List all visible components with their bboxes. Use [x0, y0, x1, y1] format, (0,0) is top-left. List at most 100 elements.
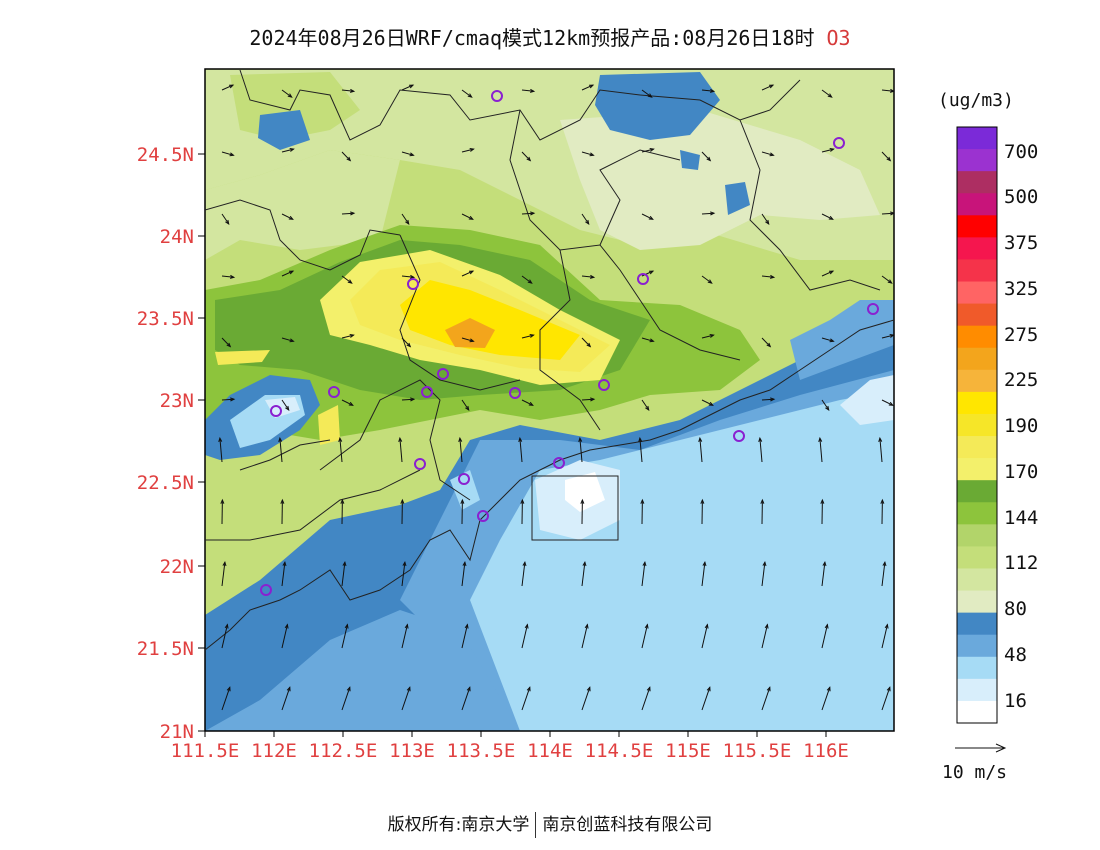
station-marker	[867, 303, 879, 315]
station-marker	[509, 387, 521, 399]
wind-arrow	[281, 337, 294, 342]
station-marker	[458, 473, 470, 485]
wind-arrow-head	[349, 88, 356, 93]
wind-arrow	[881, 562, 886, 587]
wind-arrow	[401, 398, 415, 401]
wind-arrow	[521, 89, 534, 92]
wind-arrow-head	[764, 623, 769, 629]
wind-arrow	[281, 562, 286, 587]
wind-arrow-head	[289, 338, 295, 343]
wind-arrow-head	[520, 498, 525, 504]
wind-arrow-head	[464, 623, 469, 629]
wind-arrow	[521, 275, 532, 284]
wind-arrow-head	[706, 686, 711, 692]
copyright-text: 版权所有:南京大学	[387, 815, 530, 835]
wind-arrow-head	[645, 405, 650, 411]
wind-arrow-head	[518, 436, 523, 443]
wind-arrow	[641, 624, 648, 649]
wind-arrow-head	[758, 436, 763, 443]
legend-label: 325	[1004, 278, 1039, 300]
wind-arrow	[459, 438, 463, 463]
wind-arrow-head	[768, 84, 775, 89]
wind-arrow-head	[638, 436, 643, 443]
wind-arrow-head	[465, 405, 470, 411]
station-marker	[491, 90, 503, 102]
wind-arrow-head	[529, 334, 535, 338]
wind-arrow-head	[404, 623, 409, 629]
wind-arrow-head	[646, 686, 651, 692]
wind-arrow-head	[406, 342, 412, 348]
wind-arrow-head	[886, 156, 892, 162]
lon-label: 113E	[389, 740, 435, 762]
wind-arrow	[281, 399, 290, 411]
lat-label: 22.5N	[137, 472, 194, 494]
wind-arrow	[761, 687, 771, 711]
legend-swatch	[957, 347, 997, 371]
wind-arrow-head	[588, 84, 595, 89]
wind-arrow	[221, 275, 234, 278]
wind-arrow-head	[826, 686, 831, 692]
wind-arrow	[341, 89, 354, 92]
footer: 版权所有:南京大学 南京创蓝科技有限公司	[0, 810, 1100, 838]
lat-label: 21.5N	[137, 638, 194, 660]
station-marker	[407, 278, 419, 290]
wind-arrow	[641, 148, 654, 153]
wind-arrow	[761, 624, 768, 649]
station-marker	[477, 510, 489, 522]
wind-arrow	[819, 438, 823, 463]
legend-swatch	[957, 413, 997, 437]
wind-scale-label: 10 m/s	[942, 762, 1008, 783]
wind-arrow-head	[880, 498, 885, 504]
wind-arrow-head	[878, 436, 883, 443]
lat-label: 24N	[160, 226, 194, 248]
station-marker	[637, 273, 649, 285]
wind-arrow	[281, 270, 294, 277]
legend-swatch	[957, 436, 997, 459]
station-marker	[421, 386, 433, 398]
legend-unit: (ug/m3)	[938, 90, 1014, 111]
wind-arrow-head	[400, 498, 405, 504]
wind-arrow	[401, 337, 411, 347]
wind-arrow-head	[286, 686, 291, 692]
legend-label: 16	[1004, 690, 1027, 712]
wind-arrow-head	[526, 156, 532, 162]
wind-arrow-head	[226, 342, 232, 348]
wind-arrow-head	[406, 686, 411, 692]
wind-arrow-head	[829, 148, 835, 152]
wind-arrow-head	[460, 498, 465, 504]
wind-arrow-head	[702, 560, 707, 567]
lat-label: 24.5N	[137, 144, 194, 166]
wind-arrow	[461, 624, 468, 649]
wind-arrow-head	[278, 436, 283, 443]
wind-arrow-head	[220, 498, 225, 504]
wind-arrow	[821, 562, 826, 587]
station-marker	[414, 458, 426, 470]
wind-arrow-head	[282, 560, 287, 567]
wind-arrow-head	[770, 397, 776, 402]
wind-arrow	[341, 687, 351, 711]
wind-arrow-head	[462, 560, 467, 567]
wind-arrow	[761, 275, 774, 278]
wind-arrow-head	[708, 401, 714, 406]
legend-swatch	[957, 149, 997, 172]
wind-arrow	[221, 84, 234, 91]
wind-arrow-head	[704, 623, 709, 629]
lat-label: 22N	[160, 556, 194, 578]
wind-arrow	[821, 213, 834, 220]
wind-arrow	[519, 438, 523, 463]
wind-arrow	[521, 212, 535, 215]
wind-arrow-head	[340, 498, 345, 504]
lon-label: 114.5E	[585, 740, 654, 762]
wind-arrow-head	[526, 686, 531, 692]
footer-divider	[535, 812, 537, 838]
legend-swatch	[957, 369, 997, 393]
wind-arrow	[461, 148, 474, 153]
station-marker	[437, 368, 449, 380]
wind-arrow	[761, 213, 770, 225]
wind-arrow	[461, 337, 474, 342]
wind-arrow	[581, 275, 594, 278]
wind-arrow	[221, 213, 230, 225]
lon-tick-marks	[204, 731, 827, 737]
wind-arrow	[281, 148, 294, 153]
wind-arrow	[281, 624, 288, 649]
